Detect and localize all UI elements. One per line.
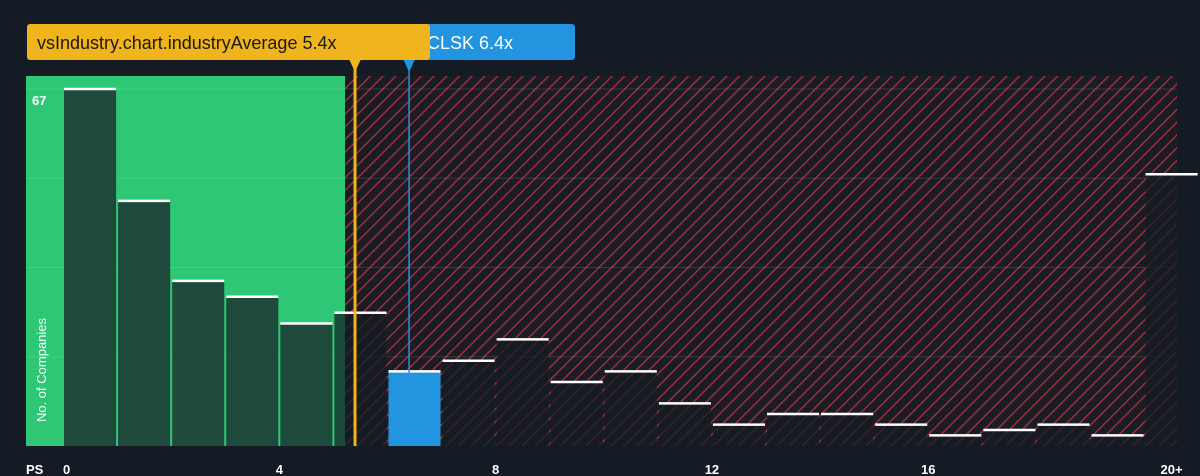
histogram-bar <box>442 360 495 446</box>
industry-average-callout <box>27 24 430 60</box>
x-tick-label: 20+ <box>1161 462 1183 476</box>
histogram-bar <box>550 382 603 446</box>
x-tick-label: 12 <box>705 462 719 476</box>
histogram-bar <box>1037 424 1090 446</box>
industry-average-callout-label: vsIndustry.chart.industryAverage 5.4x <box>37 33 336 53</box>
x-tick-label: 16 <box>921 462 935 476</box>
company-pointer <box>403 59 416 72</box>
histogram-bar <box>875 424 928 446</box>
histogram-bar <box>118 200 171 446</box>
histogram-bar <box>604 371 657 446</box>
histogram-bar <box>496 339 549 446</box>
histogram-bar <box>1091 435 1144 446</box>
histogram-bar <box>334 312 387 446</box>
company-callout-label: CLSK 6.4x <box>427 33 513 53</box>
histogram-bar <box>767 414 820 446</box>
histogram-bar <box>821 414 874 446</box>
histogram-bar <box>712 424 766 446</box>
histogram-bar <box>388 371 441 446</box>
histogram-bar <box>172 280 225 446</box>
x-tick-label: 8 <box>492 462 499 476</box>
y-axis-label: No. of Companies <box>34 317 49 422</box>
histogram-bar <box>658 403 711 446</box>
histogram-bar <box>983 430 1036 446</box>
x-tick-label: 4 <box>276 462 284 476</box>
industry-average-pointer <box>349 59 362 72</box>
x-tick-label: 0 <box>63 462 70 476</box>
x-axis-label: PS <box>26 462 44 476</box>
histogram-bar <box>226 296 279 446</box>
histogram-bar <box>280 323 333 446</box>
y-max-label: 67 <box>32 93 46 108</box>
histogram-bar <box>1145 174 1198 447</box>
histogram-bar <box>929 435 982 446</box>
company-callout <box>410 24 575 60</box>
histogram-bar <box>64 89 117 446</box>
